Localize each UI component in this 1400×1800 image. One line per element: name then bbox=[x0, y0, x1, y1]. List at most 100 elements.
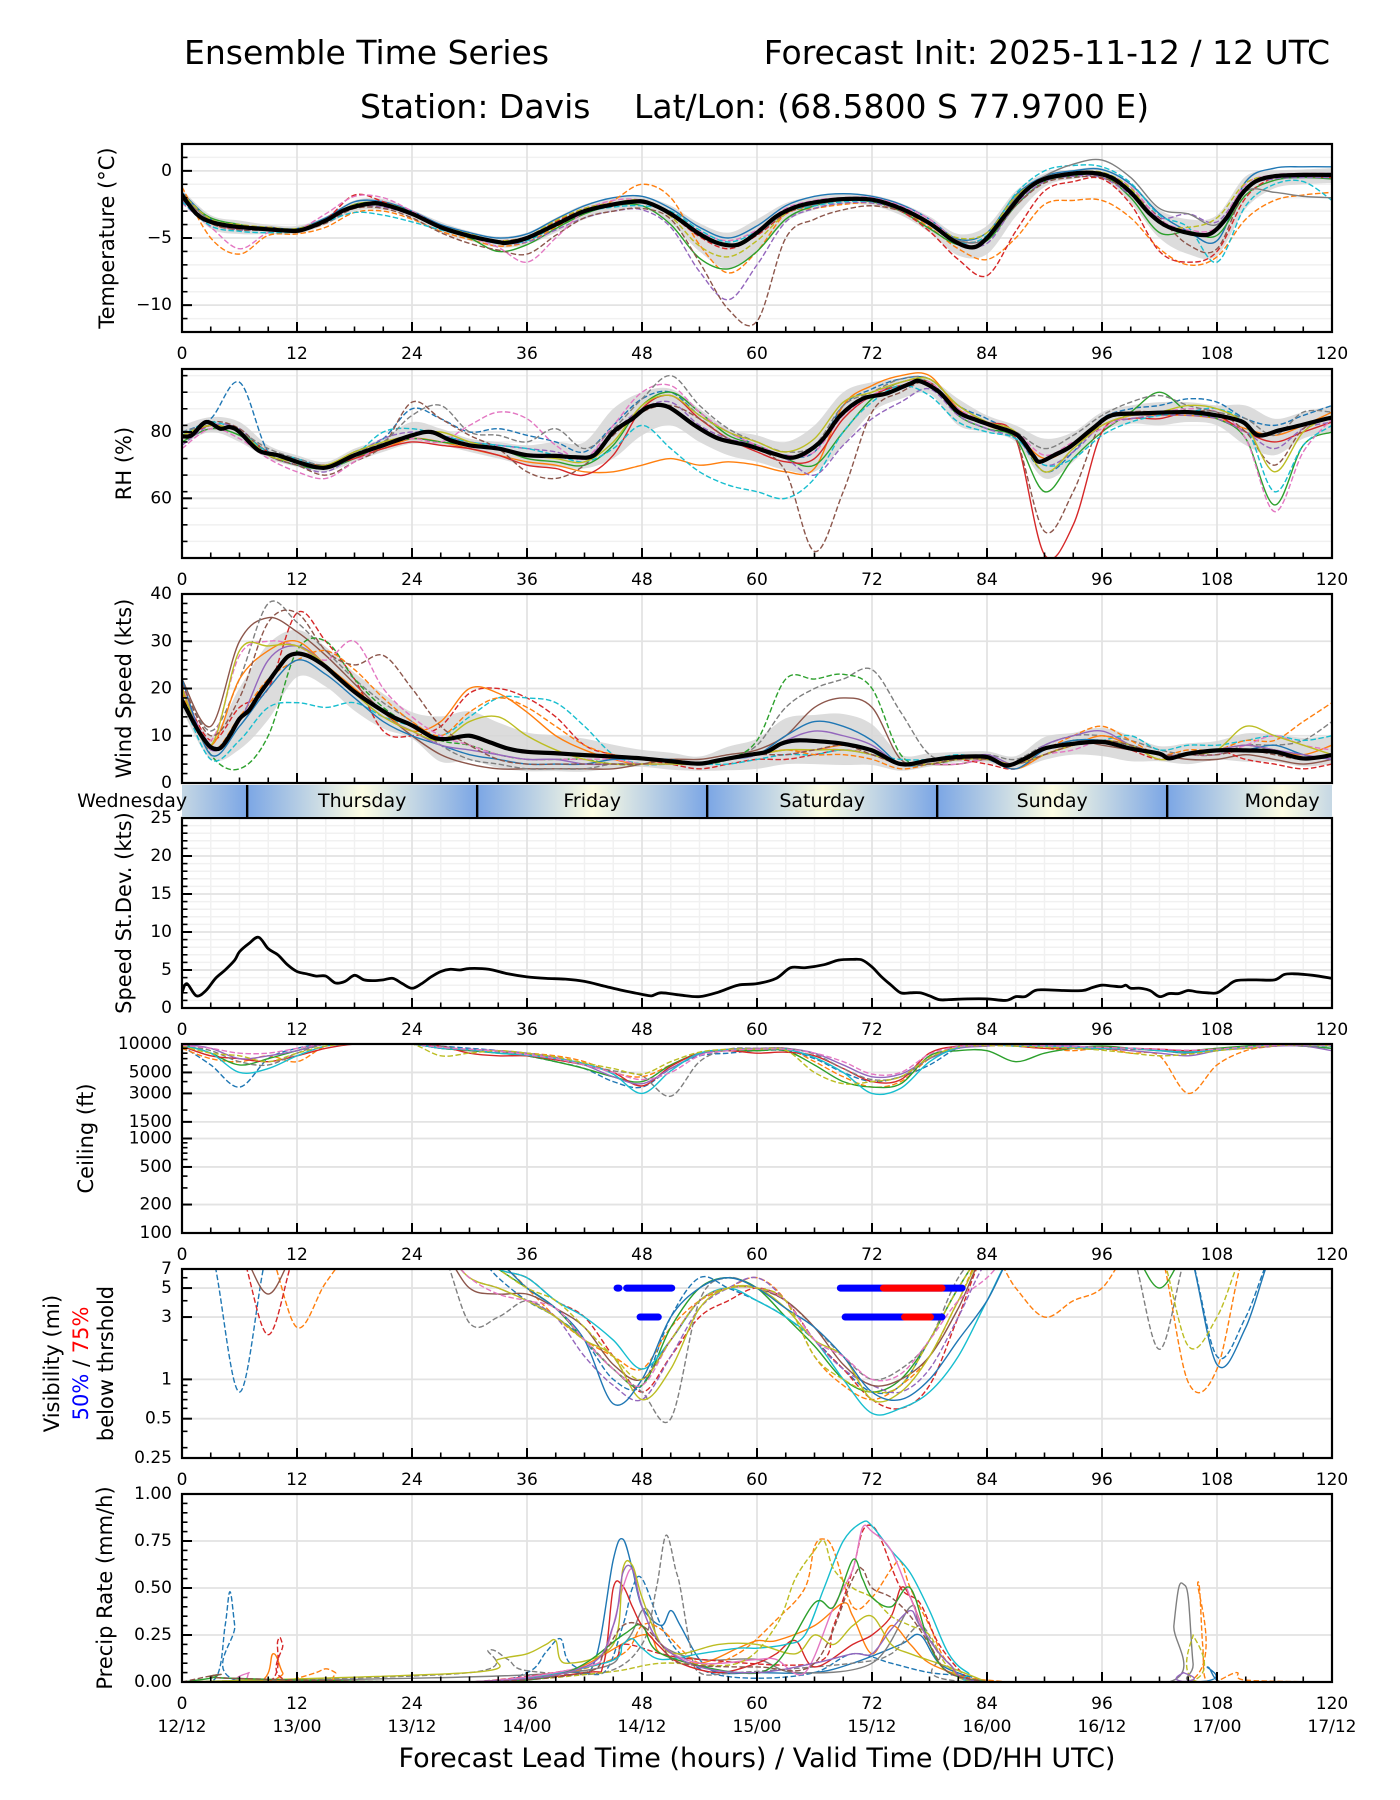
visibility-x-tick-label: 108 bbox=[1201, 1470, 1233, 1490]
wind-y-tick-label: 10 bbox=[150, 726, 172, 746]
ceiling-y-tick-label: 10000 bbox=[118, 1034, 172, 1054]
visibility-x-tick-label: 24 bbox=[401, 1470, 423, 1490]
ceiling-x-tick-label: 84 bbox=[976, 1245, 998, 1265]
rh-y-tick-label: 80 bbox=[150, 422, 172, 442]
legend-75-percent: 75% bbox=[69, 1307, 93, 1354]
rh-x-tick-label: 24 bbox=[401, 570, 423, 590]
rh-x-tick-label: 0 bbox=[177, 570, 188, 590]
precip-x-tick-label: 24 bbox=[401, 1694, 423, 1714]
valid-time-date-label: 17/00 bbox=[1193, 1717, 1242, 1737]
stdev-series-line bbox=[182, 935, 1332, 1002]
stdev-x-tick-label: 108 bbox=[1201, 1020, 1233, 1040]
wind-member-line-5 bbox=[182, 695, 1332, 766]
visibility-y-axis-label: Visibility (mi) bbox=[40, 1295, 64, 1432]
visibility-x-tick-label: 96 bbox=[1091, 1470, 1113, 1490]
temperature-y-tick-label: 0 bbox=[161, 161, 172, 181]
precip-y-tick-label: 0.75 bbox=[134, 1531, 172, 1551]
ceiling-y-tick-label: 5000 bbox=[129, 1062, 172, 1082]
visibility-x-tick-label: 72 bbox=[861, 1470, 883, 1490]
stdev-y-tick-label: 20 bbox=[150, 846, 172, 866]
precip-ticks: 0.00 0.25 0.50 0.75 1.00 0 12 24 36 48 60 72 84 96 108… bbox=[134, 1484, 1356, 1737]
ceiling-y-axis-label: Ceiling (ft) bbox=[74, 1083, 98, 1193]
stdev-plot-content bbox=[182, 935, 1332, 1002]
precip-x-tick-label: 72 bbox=[861, 1694, 883, 1714]
wind-ensemble-mean-line bbox=[182, 651, 1332, 768]
rh-panel: 60 80 0 12 24 36 48 60 72 84 96 108 120 RH (%) bbox=[112, 367, 1348, 590]
precip-member-line-12 bbox=[182, 1539, 1332, 1682]
precip-x-tick-label: 84 bbox=[976, 1694, 998, 1714]
precip-x-tick-label: 96 bbox=[1091, 1694, 1113, 1714]
temperature-member-line-6 bbox=[182, 175, 1332, 327]
rh-x-tick-label: 12 bbox=[286, 570, 308, 590]
visibility-y-tick-label: 5 bbox=[161, 1278, 172, 1298]
visibility-x-tick-label: 36 bbox=[516, 1470, 538, 1490]
precip-x-tick-label: 60 bbox=[746, 1694, 768, 1714]
visibility-y-tick-label: 1 bbox=[161, 1369, 172, 1389]
temperature-x-tick-label: 120 bbox=[1316, 344, 1348, 364]
ceiling-x-tick-label: 120 bbox=[1316, 1245, 1348, 1265]
temperature-x-tick-label: 108 bbox=[1201, 344, 1233, 364]
visibility-panel: 0.25 0.5 1 3 57 0 12 24 36 48 60 72 84 96 108 120 Visibi… bbox=[40, 1259, 1348, 1490]
precip-member-line-3 bbox=[182, 1534, 1332, 1682]
valid-time-date-label: 14/12 bbox=[618, 1717, 667, 1737]
stdev-panel: 0 5 10 15 20 25 0 12 24 36 48 60 72 84 96 108 120 Speed S… bbox=[112, 808, 1348, 1040]
visibility-y-tick-label: 3 bbox=[161, 1307, 172, 1327]
day-label-friday: Friday bbox=[563, 790, 621, 812]
temperature-plot-content bbox=[182, 158, 1332, 327]
precip-y-tick-label: 0.50 bbox=[134, 1578, 172, 1598]
stdev-x-tick-label: 72 bbox=[861, 1020, 883, 1040]
precip-member-line-7 bbox=[182, 1524, 988, 1682]
precip-x-tick-label: 48 bbox=[631, 1694, 653, 1714]
stdev-x-tick-label: 36 bbox=[516, 1020, 538, 1040]
valid-time-date-label: 13/00 bbox=[273, 1717, 322, 1737]
day-label-monday: Monday bbox=[1245, 790, 1320, 812]
wind-y-tick-label: 20 bbox=[150, 679, 172, 699]
valid-time-date-label: 17/12 bbox=[1308, 1717, 1357, 1737]
ceiling-member-line-2 bbox=[182, 1044, 1332, 1095]
rh-x-tick-label: 108 bbox=[1201, 570, 1233, 590]
visibility-y-tick-label: 0.25 bbox=[134, 1448, 172, 1468]
rh-x-tick-label: 36 bbox=[516, 570, 538, 590]
legend-50-percent: 50% bbox=[69, 1374, 93, 1421]
ceiling-y-tick-label: 1000 bbox=[129, 1129, 172, 1149]
stdev-y-tick-label: 10 bbox=[150, 922, 172, 942]
figure-title: Ensemble Time Series bbox=[184, 33, 549, 72]
valid-time-date-label: 16/12 bbox=[1078, 1717, 1127, 1737]
temperature-member-line-4 bbox=[182, 174, 1332, 278]
visibility-ticks: 0.25 0.5 1 3 57 0 12 24 36 48 60 72 84 96 108 120 bbox=[134, 1259, 1348, 1490]
temperature-x-tick-label: 36 bbox=[516, 344, 538, 364]
precip-x-tick-label: 0 bbox=[177, 1694, 188, 1714]
precip-x-tick-label: 120 bbox=[1316, 1694, 1348, 1714]
ceiling-y-tick-label: 3000 bbox=[129, 1083, 172, 1103]
stdev-y-tick-label: 25 bbox=[150, 808, 172, 828]
stdev-x-tick-label: 84 bbox=[976, 1020, 998, 1040]
day-of-week-band: Wednesday Thursday Friday Saturday Sunday Mon… bbox=[77, 785, 1332, 817]
day-band-background bbox=[182, 785, 1332, 817]
stdev-y-axis-label: Speed St.Dev. (kts) bbox=[112, 812, 136, 1014]
ceiling-x-tick-label: 36 bbox=[516, 1245, 538, 1265]
temperature-spread-band bbox=[182, 167, 1332, 269]
visibility-x-tick-label: 84 bbox=[976, 1470, 998, 1490]
precip-y-axis-label: Precip Rate (mm/h) bbox=[93, 1486, 117, 1689]
visibility-plot-content bbox=[215, 1269, 1267, 1424]
stdev-y-tick-label: 0 bbox=[161, 998, 172, 1018]
stdev-x-tick-label: 96 bbox=[1091, 1020, 1113, 1040]
stdev-x-tick-label: 0 bbox=[177, 1020, 188, 1040]
temperature-x-tick-label: 60 bbox=[746, 344, 768, 364]
precip-x-tick-label: 108 bbox=[1201, 1694, 1233, 1714]
stdev-x-tick-label: 60 bbox=[746, 1020, 768, 1040]
temperature-x-tick-label: 0 bbox=[177, 344, 188, 364]
precip-member-line-5 bbox=[182, 1538, 1332, 1682]
precip-member-line-2 bbox=[182, 1538, 1332, 1682]
rh-spread-band bbox=[182, 377, 1332, 479]
rh-x-tick-label: 84 bbox=[976, 570, 998, 590]
precip-member-line-1 bbox=[182, 1575, 988, 1682]
temperature-y-tick-label: −10 bbox=[136, 295, 172, 315]
valid-time-date-label: 15/12 bbox=[848, 1717, 897, 1737]
visibility-x-tick-label: 0 bbox=[177, 1470, 188, 1490]
ceiling-y-tick-label: 1500 bbox=[129, 1112, 172, 1132]
wind-ticks: 0 10 20 30 40 bbox=[150, 584, 1333, 793]
stdev-x-tick-label: 24 bbox=[401, 1020, 423, 1040]
valid-time-date-label: 15/00 bbox=[733, 1717, 782, 1737]
